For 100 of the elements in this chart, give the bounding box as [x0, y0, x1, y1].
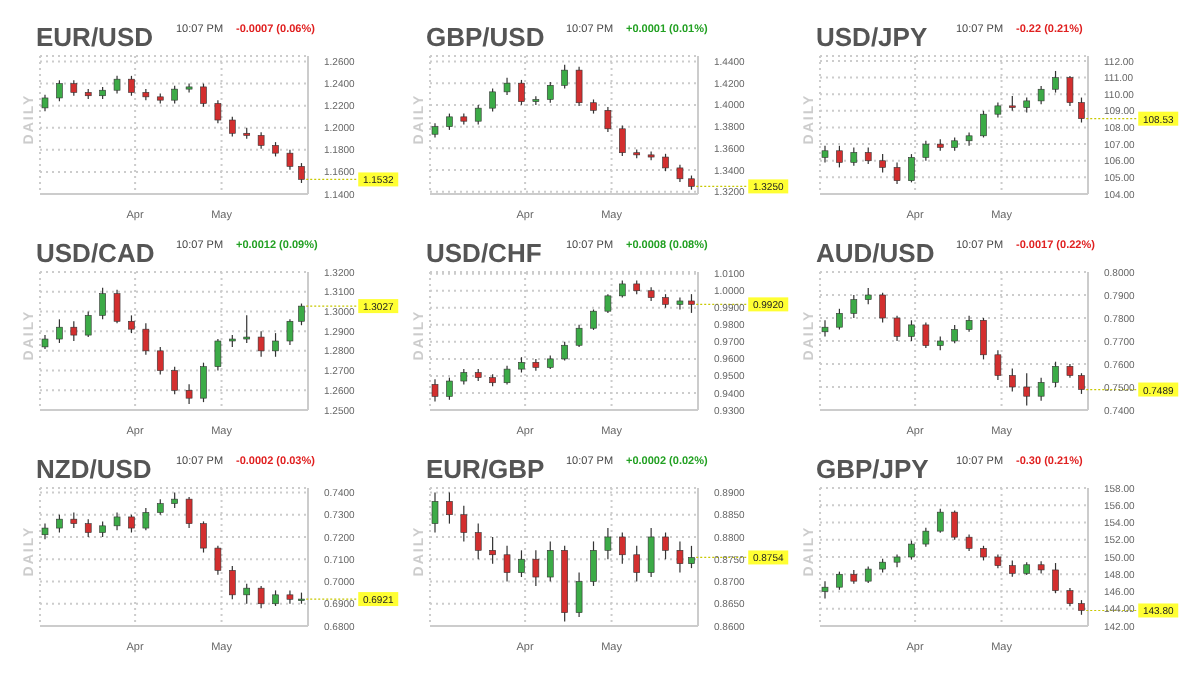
- candlestick: [446, 377, 453, 401]
- candlestick: [503, 545, 511, 583]
- candlestick: [257, 585, 265, 609]
- candlestick: [113, 289, 121, 324]
- candlestick: [142, 322, 150, 356]
- candlestick: [229, 565, 236, 600]
- candlestick: [1037, 377, 1045, 402]
- candlestick: [688, 293, 695, 314]
- candlestick: [836, 308, 843, 331]
- candlestick: [676, 540, 684, 574]
- candlestick: [1052, 70, 1059, 94]
- chart-title: USD/CHF: [426, 238, 542, 268]
- chart-title: NZD/USD: [36, 454, 152, 484]
- candlestick: [142, 88, 150, 101]
- candlestick: [980, 110, 987, 139]
- candlestick: [200, 520, 207, 554]
- candlestick: [922, 140, 930, 162]
- candlestick: [214, 99, 222, 124]
- candlestick: [532, 95, 540, 106]
- candlestick: [229, 116, 236, 138]
- candlestick: [561, 341, 568, 362]
- chart-title: EUR/GBP: [426, 454, 545, 484]
- candlestick: [575, 324, 583, 348]
- candlestick: [893, 161, 901, 185]
- candlestick: [99, 287, 106, 320]
- candlestick: [1052, 562, 1059, 594]
- candlestick: [1037, 85, 1045, 105]
- candlestick: [662, 531, 669, 560]
- candlestick: [142, 507, 150, 531]
- candlestick: [604, 106, 612, 133]
- candlestick: [604, 527, 612, 560]
- candlestick: [951, 509, 958, 541]
- candlestick: [1066, 75, 1074, 107]
- candlestick: [156, 346, 164, 376]
- candlestick: [171, 366, 178, 395]
- candlestick: [575, 66, 583, 107]
- candlestick: [922, 527, 930, 548]
- candlestick: [821, 580, 829, 599]
- candlestick: [460, 505, 468, 543]
- candlestick: [474, 523, 482, 560]
- candlestick: [286, 149, 294, 171]
- candlestick: [836, 571, 843, 591]
- chart-title: GBP/USD: [426, 22, 545, 52]
- candlestick: [647, 527, 655, 578]
- candlestick: [1009, 368, 1016, 393]
- candlestick: [965, 131, 973, 147]
- candlestick: [850, 294, 858, 319]
- candlestick: [446, 491, 453, 525]
- candlestick: [214, 338, 222, 372]
- candlestick: [922, 322, 930, 349]
- candlestick: [604, 293, 612, 314]
- candlestick: [518, 549, 525, 578]
- candlestick: [633, 545, 641, 583]
- candlestick: [70, 320, 78, 342]
- candlestick: [286, 318, 294, 346]
- candlestick: [257, 330, 265, 358]
- chart-title: GBP/JPY: [816, 454, 929, 484]
- candlestick: [56, 318, 63, 344]
- candlestick: [908, 319, 915, 342]
- candlestick: [128, 75, 135, 97]
- candlestick: [546, 540, 554, 583]
- candlestick: [1078, 96, 1085, 124]
- candlestick: [893, 315, 901, 342]
- candlestick: [1078, 372, 1085, 395]
- candlestick: [546, 81, 554, 104]
- candlestick: [298, 302, 305, 326]
- candlestick: [619, 124, 626, 157]
- candlestick: [489, 536, 496, 565]
- candlestick: [1066, 587, 1074, 607]
- candlestick: [200, 362, 207, 403]
- candlestick: [936, 508, 944, 534]
- candlestick: [879, 153, 886, 173]
- candlestick: [1023, 372, 1031, 406]
- chart-title: USD/CAD: [36, 238, 155, 268]
- candlestick: [590, 308, 597, 331]
- candlestick: [518, 79, 525, 106]
- candlestick: [431, 378, 439, 403]
- candlestick: [821, 319, 829, 337]
- candlestick: [561, 64, 568, 90]
- candlestick: [850, 146, 858, 167]
- candlestick: [1052, 361, 1059, 388]
- candlestick: [474, 104, 482, 126]
- candlestick: [56, 79, 63, 102]
- chart-title: AUD/USD: [816, 238, 935, 268]
- candlestick: [619, 531, 626, 565]
- candlestick: [688, 545, 695, 569]
- candlestick: [980, 317, 987, 360]
- candlestick: [879, 292, 886, 324]
- candlestick: [590, 540, 597, 587]
- candlestick: [431, 491, 439, 534]
- candlestick: [84, 310, 92, 338]
- candlestick: [286, 589, 294, 605]
- candlestick: [272, 332, 279, 358]
- chart-title: EUR/USD: [36, 22, 154, 52]
- candlestick: [503, 365, 511, 386]
- candlestick: [185, 383, 193, 405]
- candlestick: [951, 324, 958, 344]
- candlestick: [200, 83, 207, 108]
- candlestick: [185, 496, 193, 529]
- candlestick: [908, 153, 915, 183]
